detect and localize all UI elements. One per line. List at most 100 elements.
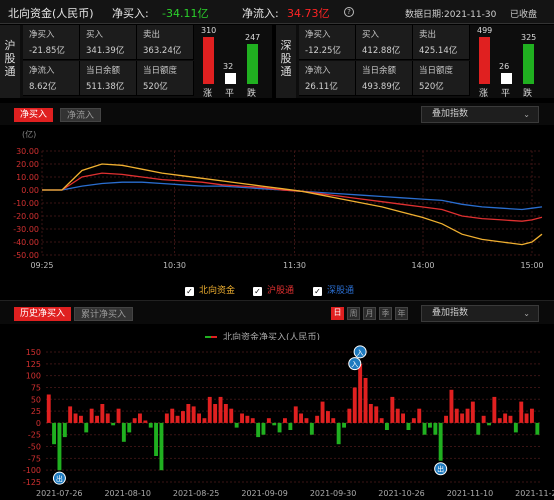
data-bar [191,406,196,423]
data-bar [454,408,459,423]
tab-cumulative-net-buy[interactable]: 累计净买入 [74,307,134,321]
x-tick-label: 11:30 [283,261,306,270]
legend-sgt[interactable]: ✓ 深股通 [313,283,354,296]
net-buy-label: 净买入: [112,7,149,20]
legend-hgt[interactable]: ✓ 沪股通 [253,283,294,296]
y-tick-label: 0.00 [21,186,39,195]
data-bar [79,415,83,423]
data-bar [342,422,346,428]
out-marker-label: 出 [56,474,63,483]
cell-value: 26.11亿 [305,82,338,92]
flat-bar [501,73,512,84]
cell-label: 当日余额 [86,66,121,76]
x-tick-label: 2021-07-26 [36,489,83,498]
question-circle-icon[interactable]: ? [344,7,354,17]
tab-history-net-buy[interactable]: 历史净买入 [14,307,72,321]
y-tick-label: -30.00 [13,225,39,234]
data-bar [266,418,271,423]
down-bar [523,44,534,84]
period-day[interactable]: 日 [331,307,344,320]
x-tick-label: 14:00 [411,261,434,270]
data-bar [181,411,185,423]
data-bar [401,413,405,423]
data-bar [331,418,336,423]
data-bar [487,422,491,426]
net-inflow-value: 34.73亿 [287,7,330,20]
checkbox-icon: ✓ [185,287,194,296]
y-tick-label: 150 [26,348,41,357]
y-tick-label: 20.00 [16,160,39,169]
data-bar [154,422,158,456]
hgt-balance-cell: 当日余额 511.38亿 [80,61,137,96]
data-bar [390,396,395,423]
data-bar [476,422,481,435]
legend-label: 沪股通 [267,286,295,296]
x-tick-label: 2021-11-10 [447,489,494,498]
sgt-breadth-bars: 499 涨 26 平 325 跌 [474,25,538,99]
period-year[interactable]: 年 [395,307,408,320]
data-bar [127,422,132,433]
hgt-net-buy-cell: 净买入 -21.85亿 [23,25,80,60]
tab-net-buy[interactable]: 净买入 [14,108,54,122]
checkbox-icon: ✓ [313,287,322,296]
data-bar [256,422,261,438]
data-bar [68,406,73,423]
data-bar [530,408,534,423]
x-tick-label: 2021-11-25 [515,489,554,498]
x-tick-label: 2021-09-30 [310,489,357,498]
data-bar [283,418,287,423]
data-bar [213,404,218,423]
sgt-buy-cell: 买入 412.88亿 [356,25,413,60]
history-overlay-index-dropdown[interactable]: 叠加指数 ⌄ [421,305,539,322]
cell-value: -21.85亿 [29,46,65,56]
data-bar [513,422,518,433]
cell-value: 425.14亿 [419,46,458,56]
cell-label: 当日额度 [419,66,454,76]
sgt-net-buy-cell: 净买入 -12.25亿 [299,25,356,60]
x-tick-label: 10:30 [163,261,186,270]
sgt-label: 深股通 [276,25,296,98]
checkbox-icon: ✓ [253,287,262,296]
cell-value: 511.38亿 [86,82,125,92]
data-bar [481,415,486,423]
up-count: 499 [477,26,493,35]
in-marker-label: 入 [357,349,364,357]
data-bar [444,415,448,423]
overlay-index-dropdown[interactable]: 叠加指数 ⌄ [421,106,539,123]
cell-label: 净买入 [305,30,331,40]
period-quarter[interactable]: 季 [379,307,392,320]
data-bar [218,396,223,423]
cell-value: -12.25亿 [305,46,341,56]
legend-north[interactable]: ✓ 北向资金 [185,283,235,296]
data-bar [175,415,180,423]
tab-net-inflow[interactable]: 净流入 [60,108,102,122]
data-bar [497,418,502,423]
sgt-net-inflow-cell: 净流入 26.11亿 [299,61,356,96]
x-tick-label: 15:00 [520,261,543,270]
x-tick-label: 09:25 [30,261,53,270]
history-legend: 北向资金净买入(人民币) [205,330,320,343]
hgt-summary-panel: 沪股通 净买入 -21.85亿 买入 341.39亿 卖出 363.24亿 净流… [0,25,272,99]
data-bar [395,408,400,423]
data-bar [411,418,416,423]
period-week[interactable]: 周 [347,307,360,320]
data-bar [143,420,148,423]
in-marker-label: 入 [351,361,358,369]
cell-value: 363.24亿 [143,46,182,56]
flat-count: 26 [499,62,510,71]
down-label: 跌 [247,89,257,99]
flat-label: 平 [225,89,235,99]
period-month[interactable]: 月 [363,307,376,320]
data-bar [132,418,137,423]
legend-label: 深股通 [327,286,355,296]
legend-label: 北向资金 [199,286,236,296]
data-bar [288,422,293,430]
up-bar [203,37,214,84]
series-line-1 [42,163,543,246]
out-marker [434,462,448,476]
y-tick-label: 50 [31,395,41,404]
data-bar [207,396,212,423]
data-bar [363,378,368,423]
x-tick-label: 2021-08-25 [173,489,220,498]
flat-label: 平 [501,89,511,99]
